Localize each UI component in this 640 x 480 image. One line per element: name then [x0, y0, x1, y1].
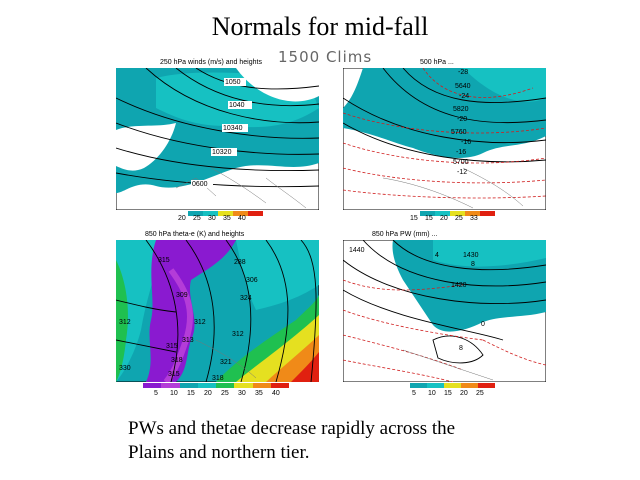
- contour-label: 312: [232, 331, 244, 338]
- map-panel-bottom-left: 315 288 306 309 324 312 312 312 313 315 …: [116, 240, 319, 382]
- map-header-top-right: 500 hPa ...: [420, 59, 454, 66]
- colorbar-tick: 25: [455, 215, 463, 222]
- caption-line-1: PWs and thetae decrease rapidly across t…: [128, 418, 456, 439]
- colorbar-tick: 35: [255, 390, 263, 397]
- contour-label: 0600: [192, 181, 208, 188]
- map-header-bottom-right: 850 hPa PW (mm) ...: [372, 231, 438, 238]
- colorbar-tick: 35: [223, 215, 231, 222]
- contour-label: 324: [240, 295, 252, 302]
- contour-label: 5820: [453, 106, 469, 113]
- contour-label: 318: [212, 375, 224, 382]
- contour-label: 309: [176, 292, 188, 299]
- contour-label: 330: [119, 365, 131, 372]
- contour-label: 315: [158, 257, 170, 264]
- contour-label: 8: [471, 261, 475, 268]
- colorbar-tick: 15: [444, 390, 452, 397]
- colorbar-tick: 30: [208, 215, 216, 222]
- map-top-left: 1050 1040 10340 10320 0600: [116, 68, 319, 210]
- colorbar-tick: 5: [412, 390, 416, 397]
- slide-caption: PWs and thetae decrease rapidly across t…: [128, 417, 568, 465]
- contour-label: 1040: [229, 102, 245, 109]
- contour-label: 1420: [451, 282, 467, 289]
- contour-label: -16: [456, 149, 466, 156]
- contour-label: 5700: [453, 159, 469, 166]
- contour-label: 1440: [349, 247, 365, 254]
- map-bottom-right: 1440 4 1430 8 1420 0 8: [343, 240, 546, 382]
- colorbar-top-left: [188, 211, 263, 216]
- contour-label: -16: [461, 139, 471, 146]
- contour-label: 288: [234, 259, 246, 266]
- contour-label: 318: [171, 357, 183, 364]
- contour-label: 4: [435, 252, 439, 259]
- contour-label: 5760: [451, 129, 467, 136]
- contour-label: -24: [459, 93, 469, 100]
- contour-label: 321: [220, 359, 232, 366]
- contour-label: 312: [194, 319, 206, 326]
- contour-label: 0: [481, 321, 485, 328]
- contour-label: -20: [457, 116, 467, 123]
- colorbar-tick: 25: [221, 390, 229, 397]
- colorbar-tick: 10: [428, 390, 436, 397]
- colorbar-tick: 30: [238, 390, 246, 397]
- colorbar-tick: 25: [193, 215, 201, 222]
- colorbar-tick: 20: [204, 390, 212, 397]
- colorbar-tick: 33: [470, 215, 478, 222]
- contour-label: 1050: [225, 79, 241, 86]
- colorbar-tick: 20: [460, 390, 468, 397]
- colorbar-tick: 15: [187, 390, 195, 397]
- contour-label: 5640: [455, 83, 471, 90]
- map-panel-bottom-right: 1440 4 1430 8 1420 0 8: [343, 240, 546, 382]
- map-panel-top-right: -28 5640 -24 5820 -20 5760 -16 -16 5700 …: [343, 68, 546, 210]
- map-header-top-left: 250 hPa winds (m/s) and heights: [160, 59, 262, 66]
- handwritten-note: 1500 Clims: [278, 48, 373, 66]
- contour-label: -28: [458, 69, 468, 76]
- colorbar-bottom-right: [410, 383, 495, 388]
- contour-label: 315: [166, 343, 178, 350]
- colorbar-bottom-left: [143, 383, 289, 388]
- contour-label: 315: [168, 371, 180, 378]
- caption-line-2: Plains and northern tier.: [128, 442, 310, 463]
- colorbar-tick: 10: [170, 390, 178, 397]
- colorbar-top-right: [420, 211, 495, 216]
- contour-label: 312: [119, 319, 131, 326]
- contour-label: 10320: [212, 149, 232, 156]
- contour-label: 1430: [463, 252, 479, 259]
- contour-label: 313: [182, 337, 194, 344]
- map-panel-top-left: 1050 1040 10340 10320 0600: [116, 68, 319, 210]
- map-header-bottom-left: 850 hPa theta-e (K) and heights: [145, 231, 245, 238]
- contour-label: -12: [457, 169, 467, 176]
- colorbar-tick: 5: [154, 390, 158, 397]
- colorbar-tick: 15: [425, 215, 433, 222]
- colorbar-tick: 25: [476, 390, 484, 397]
- contour-label: 306: [246, 277, 258, 284]
- map-top-right: -28 5640 -24 5820 -20 5760 -16 -16 5700 …: [343, 68, 546, 210]
- slide-title: Normals for mid-fall: [211, 12, 429, 41]
- colorbar-tick: 15: [410, 215, 418, 222]
- map-bottom-left: 315 288 306 309 324 312 312 312 313 315 …: [116, 240, 319, 382]
- colorbar-tick: 20: [178, 215, 186, 222]
- colorbar-tick: 20: [440, 215, 448, 222]
- colorbar-tick: 40: [238, 215, 246, 222]
- colorbar-tick: 40: [272, 390, 280, 397]
- contour-label: 8: [459, 345, 463, 352]
- contour-label: 10340: [223, 125, 243, 132]
